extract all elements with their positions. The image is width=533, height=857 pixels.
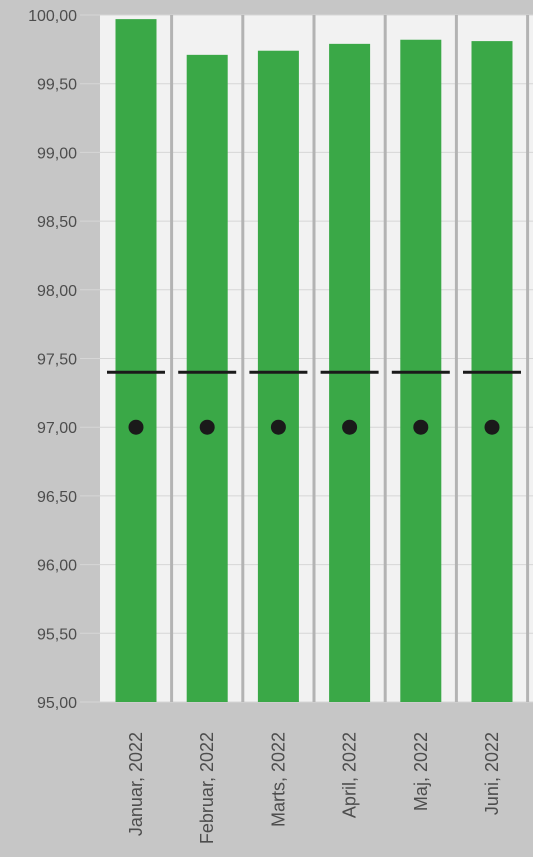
x-category-label: Juni, 2022: [482, 732, 502, 815]
x-category-label: April, 2022: [340, 732, 360, 818]
target-dot: [128, 419, 144, 435]
y-tick-label: 99,50: [37, 77, 77, 94]
y-tick-label: 98,50: [37, 214, 77, 231]
target-dot: [484, 419, 500, 435]
y-axis-tick-labels: 95,00 95,50 96,00 96,50 97,00 97,50 98,00 98,50…: [28, 8, 77, 712]
y-tick-label: 95,00: [37, 695, 77, 712]
x-category-label: Februar, 2022: [197, 732, 217, 844]
y-tick-label: 99,00: [37, 145, 77, 162]
y-tick-label: 100,00: [28, 8, 77, 25]
target-dot: [413, 419, 429, 435]
bar: [115, 19, 157, 702]
target-dot: [342, 419, 358, 435]
y-tick-label: 96,50: [37, 489, 77, 506]
x-category-label: Marts, 2022: [268, 732, 288, 827]
y-tick-label: 96,00: [37, 558, 77, 575]
x-category-label: Maj, 2022: [411, 732, 431, 811]
y-tick-label: 97,50: [37, 352, 77, 369]
y-tick-label: 98,00: [37, 283, 77, 300]
bar: [257, 50, 299, 702]
target-dot: [270, 419, 286, 435]
x-axis-category-labels: Januar, 2022 Februar, 2022 Marts, 2022 Apri…: [126, 732, 502, 844]
target-dot: [199, 419, 215, 435]
y-tick-label: 97,00: [37, 420, 77, 437]
category-separators: [170, 15, 530, 702]
x-category-label: Januar, 2022: [126, 732, 146, 836]
y-tick-label: 95,50: [37, 626, 77, 643]
target-dots: [128, 419, 500, 435]
bar: [186, 54, 228, 702]
